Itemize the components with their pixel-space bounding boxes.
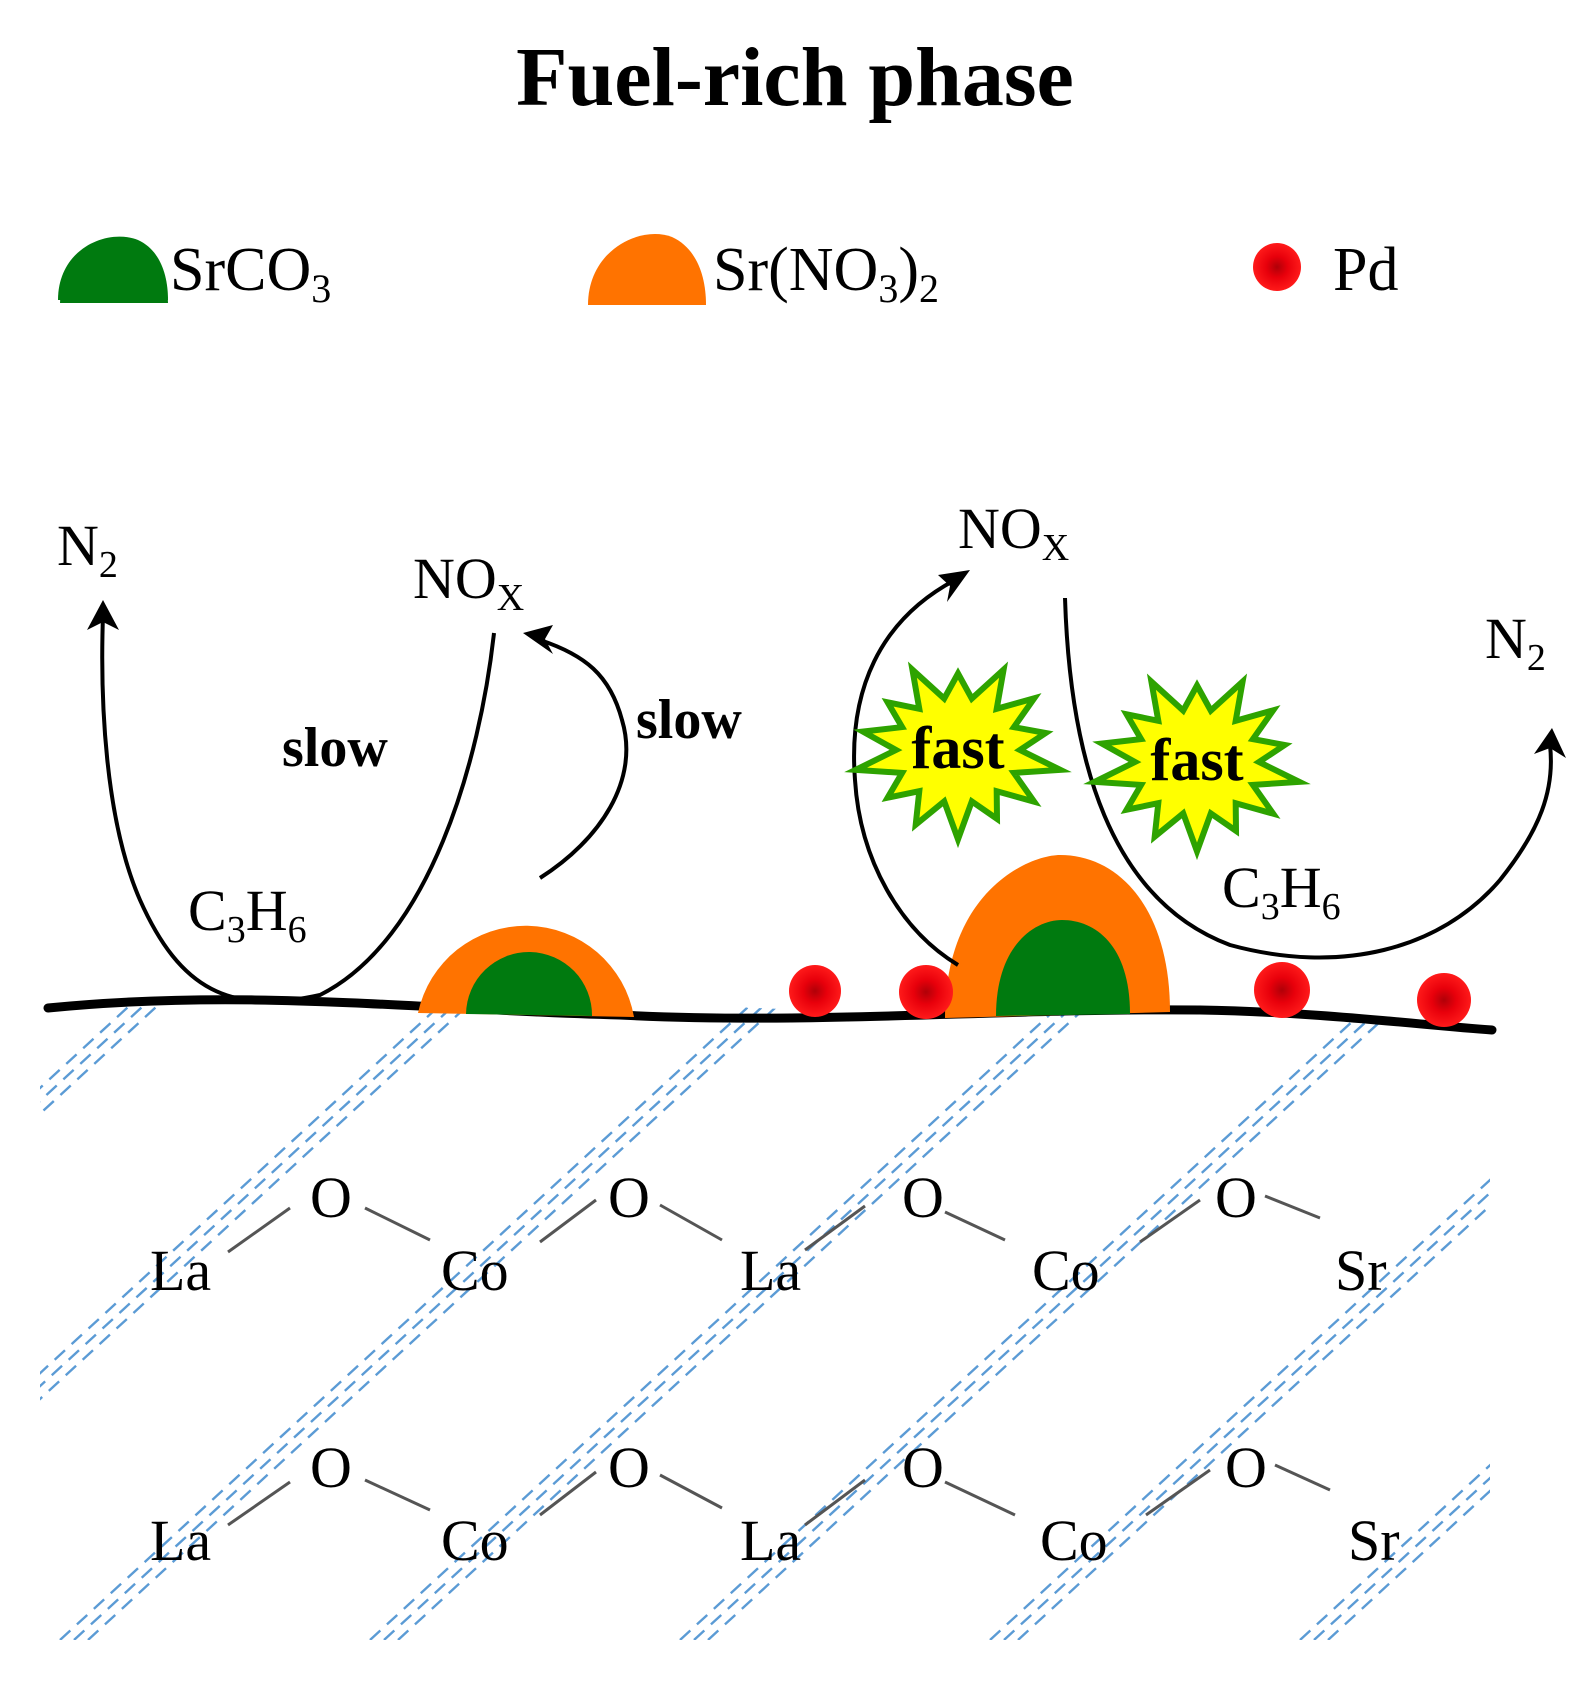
slow-arrow-particle (538, 638, 629, 880)
atom-o: O (608, 1165, 650, 1230)
bond (1145, 1468, 1211, 1517)
arrowhead-nox-right (938, 570, 970, 602)
hatch-line (40, 998, 169, 1640)
atom-la: La (740, 1238, 801, 1303)
hatch-line (707, 998, 1409, 1640)
hatch-line (1299, 998, 1490, 1640)
bond (1274, 1463, 1331, 1492)
n2-label-left: N2 (57, 513, 118, 586)
catalyst-surface (43, 995, 1497, 1035)
fast-label-left: fast (911, 715, 1004, 781)
nox-label-right: NOX (958, 496, 1069, 569)
bond (539, 1198, 597, 1244)
hatch-line (40, 998, 465, 1640)
hatch-line (87, 998, 789, 1640)
pd-particle (1417, 973, 1471, 1027)
bond (227, 1206, 291, 1254)
bond (1264, 1194, 1321, 1220)
bond (659, 1203, 723, 1242)
arrowhead-nox-left (523, 625, 553, 654)
srco3-core-left (466, 952, 593, 1016)
atom-o: O (1215, 1165, 1257, 1230)
srno3-legend-swatch (588, 234, 706, 305)
atom-o: O (310, 1435, 352, 1500)
c3h6-label-right: C3H6 (1222, 855, 1341, 928)
hatch-line (383, 998, 1085, 1640)
lattice-row-1: La O Co O La O Co O Sr (150, 1165, 1387, 1303)
atom-sr: Sr (1348, 1508, 1400, 1573)
nox-label-left: NOX (413, 546, 524, 619)
sr-particle-left (418, 925, 634, 1017)
bond (804, 1478, 866, 1527)
bond (227, 1480, 291, 1527)
atom-o: O (310, 1165, 352, 1230)
starburst-shape (1083, 673, 1311, 861)
fast-burst-right (1083, 673, 1311, 861)
bulk-hatching (40, 998, 1490, 1640)
bond (944, 1480, 1016, 1517)
bond (804, 1204, 866, 1252)
atom-la: La (150, 1508, 211, 1573)
sr-particle-right (945, 855, 1170, 1018)
pd-particle (789, 965, 841, 1017)
bond (944, 1210, 1006, 1242)
fast-burst-left (844, 661, 1072, 849)
hatch-line (40, 998, 451, 1640)
slow-arrow-left (100, 614, 496, 1004)
hatch-line (40, 998, 141, 1640)
hatch-line (40, 998, 155, 1640)
bond (1139, 1198, 1201, 1244)
legend: SrCO3 Sr(NO3)2 Pd (58, 234, 1398, 311)
arrowhead-n2-left (87, 600, 119, 630)
bond (364, 1478, 431, 1512)
atom-la: La (740, 1508, 801, 1573)
atom-co: Co (441, 1238, 509, 1303)
fast-arrow-left (852, 578, 960, 967)
atom-co: Co (1040, 1508, 1108, 1573)
hatch-line (397, 998, 1099, 1640)
n2-label-right: N2 (1485, 606, 1546, 679)
pd-particle (899, 965, 953, 1019)
bond (539, 1470, 597, 1517)
diagram-title: Fuel-rich phase (516, 31, 1074, 124)
hatch-line (679, 998, 1381, 1640)
fast-label-right: fast (1150, 727, 1243, 793)
srno3-legend-label: Sr(NO3)2 (713, 236, 939, 311)
atom-sr: Sr (1335, 1238, 1387, 1303)
srco3-legend-swatch-shape (58, 236, 168, 300)
hatch-line (73, 998, 775, 1640)
hatch-line (40, 998, 479, 1640)
pd-legend-dot (1253, 243, 1301, 291)
slow-label-right: slow (636, 689, 742, 751)
atom-o: O (902, 1165, 944, 1230)
bond (659, 1473, 723, 1510)
bond (364, 1206, 431, 1242)
srco3-core-right (996, 920, 1130, 1016)
atom-co: Co (441, 1508, 509, 1573)
atom-o: O (902, 1435, 944, 1500)
atom-co: Co (1032, 1238, 1100, 1303)
starburst-shape (844, 661, 1072, 849)
atom-o: O (1225, 1435, 1267, 1500)
lattice-row-2: La O Co O La O Co O Sr (150, 1435, 1400, 1573)
hatch-line (369, 998, 1071, 1640)
pd-legend-label: Pd (1333, 236, 1398, 304)
atom-o: O (608, 1435, 650, 1500)
srco3-legend-label: SrCO3 (170, 236, 331, 311)
atom-la: La (150, 1238, 211, 1303)
pd-particle (1254, 962, 1310, 1018)
slow-label-left: slow (282, 717, 388, 779)
hatch-line (693, 998, 1395, 1640)
c3h6-label-left: C3H6 (188, 878, 307, 951)
hatch-line (59, 998, 761, 1640)
arrowhead-n2-right (1534, 728, 1566, 758)
